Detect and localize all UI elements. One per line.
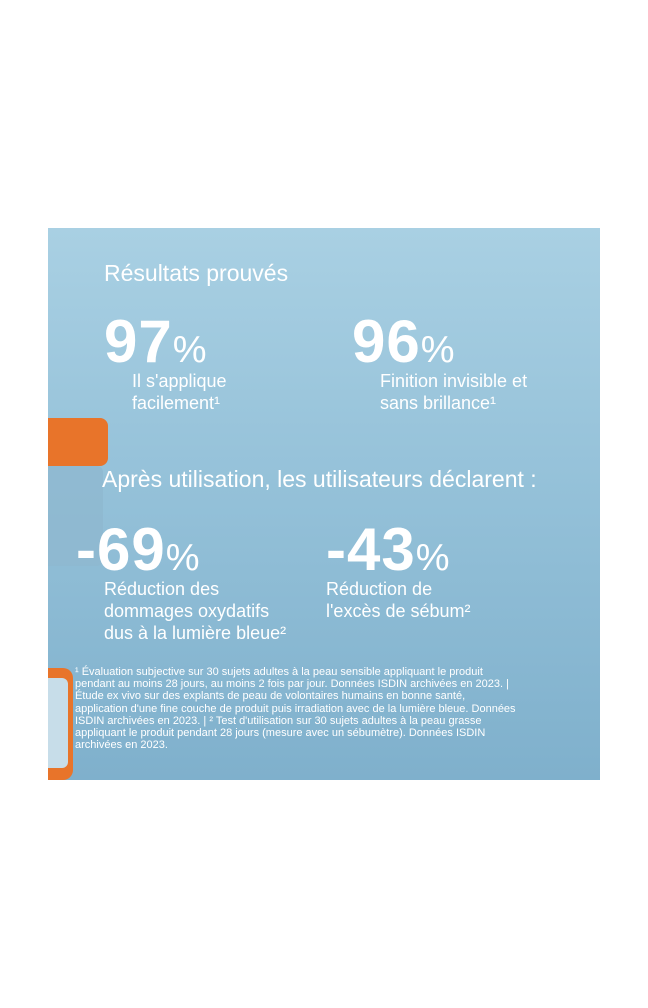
stat-value: 97% — [104, 312, 208, 372]
stat-number: -43 — [326, 516, 416, 583]
results-panel: Résultats prouvés Après utilisation, les… — [48, 228, 600, 780]
stat-description: facilement¹ — [132, 393, 221, 413]
stat-description: sans brillance¹ — [380, 393, 497, 413]
footnote-line: archivées en 2023. — [75, 739, 168, 752]
footnote-line: appliquant le produit pendant 28 jours (… — [75, 727, 486, 739]
stat-description: Il s'applique — [132, 371, 227, 391]
stat-value: -69% — [76, 520, 201, 580]
product-label — [48, 678, 68, 768]
footnote-line: ¹ Évaluation subjective sur 30 sujets ad… — [75, 666, 483, 678]
heading: Résultats prouvés — [104, 260, 289, 286]
stat-number: 96 — [352, 308, 421, 375]
stat-unit: % — [172, 329, 208, 371]
stat-description: Finition invisible et — [380, 371, 528, 391]
footnote-line: application d'une fine couche de produit… — [75, 702, 516, 715]
stat-value: -43% — [326, 520, 451, 580]
subheading: Après utilisation, les utilisateurs décl… — [102, 466, 537, 492]
stat-description: dus à la lumière bleue² — [104, 623, 287, 643]
stat-value: 96% — [352, 312, 456, 372]
stat-unit: % — [165, 537, 201, 579]
stat-number: -69 — [76, 516, 166, 583]
stat-description: Réduction des — [104, 579, 220, 599]
stat-description: l'excès de sébum² — [326, 601, 471, 621]
footnote-line: Étude ex vivo sur des explants de peau d… — [75, 690, 466, 703]
stat-number: 97 — [104, 308, 173, 375]
product-cap — [48, 418, 108, 466]
stat-unit: % — [415, 537, 451, 579]
stat-description: dommages oxydatifs — [104, 601, 270, 621]
product-jar — [48, 466, 103, 566]
footnote-line: pendant au moins 28 jours, au moins 2 fo… — [75, 678, 509, 691]
stat-unit: % — [420, 329, 456, 371]
footnote-line: ISDIN archivées en 2023. | ² Test d'util… — [75, 714, 482, 727]
stat-description: Réduction de — [326, 579, 433, 599]
